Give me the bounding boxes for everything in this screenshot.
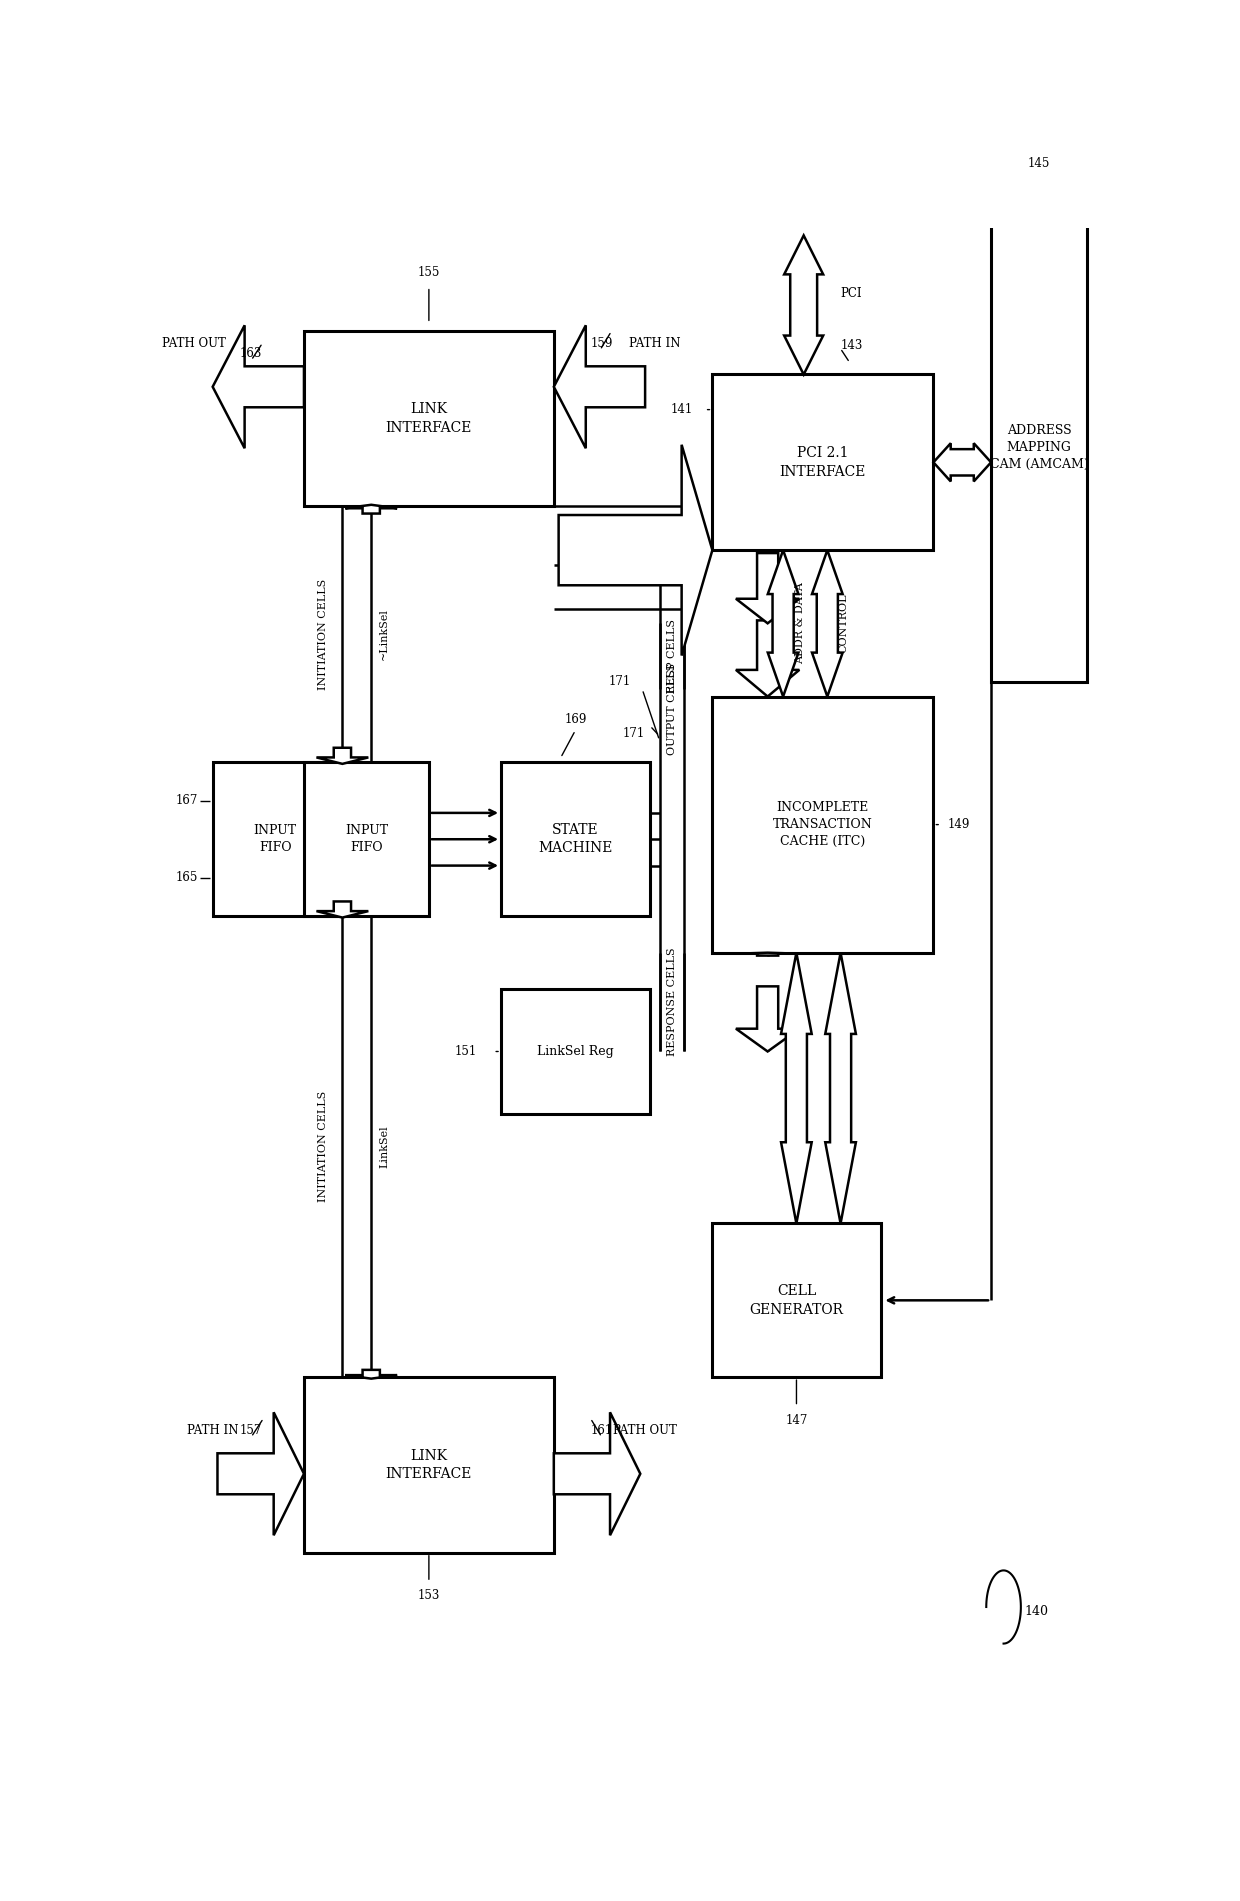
Text: INPUT
FIFO: INPUT FIFO <box>345 825 388 854</box>
Bar <box>991 213 1087 682</box>
Text: PATH OUT: PATH OUT <box>161 336 226 350</box>
Text: 163: 163 <box>239 348 263 361</box>
Text: PATH IN: PATH IN <box>187 1424 238 1437</box>
Text: ~LinkSel: ~LinkSel <box>379 608 389 660</box>
Bar <box>501 989 650 1114</box>
Polygon shape <box>735 987 800 1051</box>
Polygon shape <box>735 952 800 956</box>
Polygon shape <box>768 549 799 696</box>
Bar <box>304 331 554 506</box>
Text: CELL
GENERATOR: CELL GENERATOR <box>749 1285 843 1317</box>
Text: 149: 149 <box>947 817 970 831</box>
Text: LinkSel: LinkSel <box>379 1125 389 1167</box>
Text: 143: 143 <box>841 338 863 352</box>
Text: INITIATION CELLS: INITIATION CELLS <box>317 578 327 690</box>
Polygon shape <box>217 1412 304 1536</box>
Polygon shape <box>934 443 991 481</box>
Polygon shape <box>316 747 368 764</box>
Polygon shape <box>554 325 645 449</box>
Text: RESP CELLS: RESP CELLS <box>667 620 677 694</box>
Text: LinkSel Reg: LinkSel Reg <box>537 1046 614 1059</box>
Polygon shape <box>781 952 812 1224</box>
Polygon shape <box>784 236 823 374</box>
Polygon shape <box>554 1412 640 1536</box>
Text: PCI: PCI <box>841 287 862 300</box>
Bar <box>501 762 650 916</box>
Polygon shape <box>213 325 304 449</box>
Text: INITIATION CELLS: INITIATION CELLS <box>317 1091 327 1201</box>
Text: INPUT
FIFO: INPUT FIFO <box>253 825 296 854</box>
Text: 169: 169 <box>564 713 587 726</box>
Text: STATE
MACHINE: STATE MACHINE <box>538 823 613 855</box>
Text: 167: 167 <box>176 795 198 808</box>
Text: LINK
INTERFACE: LINK INTERFACE <box>386 1449 472 1481</box>
Bar <box>304 1376 554 1553</box>
Polygon shape <box>735 620 800 696</box>
Text: PATH OUT: PATH OUT <box>613 1424 677 1437</box>
Text: RESPONSE CELLS: RESPONSE CELLS <box>667 949 677 1057</box>
Text: OUTPUT CELLS: OUTPUT CELLS <box>667 663 677 755</box>
Text: 171: 171 <box>609 675 631 688</box>
Text: 155: 155 <box>418 266 440 279</box>
Polygon shape <box>559 445 712 656</box>
Text: 153: 153 <box>418 1589 440 1603</box>
Bar <box>712 374 934 549</box>
Bar <box>712 696 934 952</box>
Text: PCI 2.1
INTERFACE: PCI 2.1 INTERFACE <box>780 447 866 479</box>
Polygon shape <box>735 553 800 624</box>
Polygon shape <box>316 901 368 918</box>
Bar <box>712 1224 880 1376</box>
Text: PATH IN: PATH IN <box>629 336 681 350</box>
Polygon shape <box>345 1371 397 1378</box>
Text: 145: 145 <box>1028 156 1050 169</box>
Text: 157: 157 <box>239 1424 263 1437</box>
Bar <box>213 762 337 916</box>
Text: ADDR & DATA: ADDR & DATA <box>795 582 805 663</box>
Polygon shape <box>812 549 843 696</box>
Bar <box>304 762 429 916</box>
Text: 161: 161 <box>590 1424 613 1437</box>
Text: 171: 171 <box>622 726 645 739</box>
Text: 159: 159 <box>590 336 613 350</box>
Text: 151: 151 <box>455 1046 477 1059</box>
Text: CONTROL: CONTROL <box>838 593 849 654</box>
Text: INCOMPLETE
TRANSACTION
CACHE (ITC): INCOMPLETE TRANSACTION CACHE (ITC) <box>773 800 873 848</box>
Text: 141: 141 <box>671 403 693 416</box>
Polygon shape <box>345 506 397 513</box>
Text: 140: 140 <box>1024 1604 1049 1618</box>
Text: 147: 147 <box>785 1414 807 1428</box>
Text: LINK
INTERFACE: LINK INTERFACE <box>386 403 472 435</box>
Text: ADDRESS
MAPPING
CAM (AMCAM): ADDRESS MAPPING CAM (AMCAM) <box>990 424 1089 471</box>
Polygon shape <box>826 952 856 1224</box>
Text: 165: 165 <box>176 871 198 884</box>
